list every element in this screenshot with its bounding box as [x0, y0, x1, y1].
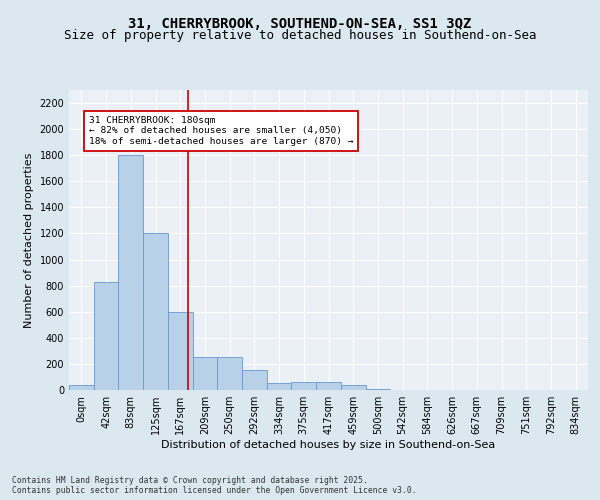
X-axis label: Distribution of detached houses by size in Southend-on-Sea: Distribution of detached houses by size …	[161, 440, 496, 450]
Bar	[193, 358, 217, 390]
Text: Size of property relative to detached houses in Southend-on-Sea: Size of property relative to detached ho…	[64, 29, 536, 42]
Bar	[267, 384, 292, 390]
Y-axis label: Number of detached properties: Number of detached properties	[24, 152, 34, 328]
Bar	[242, 370, 267, 390]
Bar	[341, 385, 365, 390]
Text: 31 CHERRYBROOK: 180sqm
← 82% of detached houses are smaller (4,050)
18% of semi-: 31 CHERRYBROOK: 180sqm ← 82% of detached…	[89, 116, 353, 146]
Text: 31, CHERRYBROOK, SOUTHEND-ON-SEA, SS1 3QZ: 31, CHERRYBROOK, SOUTHEND-ON-SEA, SS1 3Q…	[128, 18, 472, 32]
Bar	[316, 382, 341, 390]
Bar	[94, 282, 118, 390]
Text: Contains HM Land Registry data © Crown copyright and database right 2025.
Contai: Contains HM Land Registry data © Crown c…	[12, 476, 416, 495]
Bar	[69, 385, 94, 390]
Bar	[118, 155, 143, 390]
Bar	[168, 312, 193, 390]
Bar	[143, 234, 168, 390]
Bar	[292, 382, 316, 390]
Bar	[217, 358, 242, 390]
